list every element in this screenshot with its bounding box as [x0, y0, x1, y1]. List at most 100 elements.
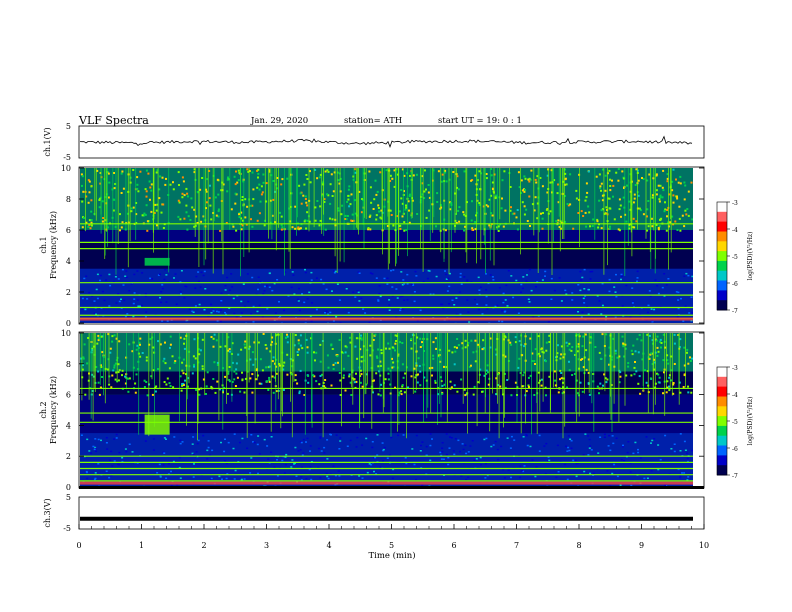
spectrogram-pixel: [347, 188, 350, 191]
spectrogram-pixel: [181, 176, 184, 179]
spectrogram-pixel: [201, 365, 204, 368]
spectrogram-pixel: [227, 441, 230, 444]
colorbar-segment: [717, 465, 727, 476]
spectrogram-pixel: [84, 393, 87, 396]
spectrogram-pixel: [565, 293, 568, 295]
spectrogram-pixel: [224, 375, 227, 378]
spectrogram-pixel: [237, 169, 240, 172]
spectrogram-pixel: [502, 301, 505, 304]
spectrogram-pixel: [251, 373, 254, 376]
spectrogram-pixel: [320, 373, 323, 376]
spectrogram-pixel: [398, 392, 401, 394]
spectrogram-pixel: [352, 291, 355, 293]
spectrogram-pixel: [641, 358, 644, 361]
spectrogram-pixel: [549, 181, 552, 184]
spectrogram-pixel: [238, 213, 240, 216]
spectrogram-pixel: [385, 347, 387, 350]
spectrogram-pixel: [163, 452, 166, 454]
spectrogram-pixel: [326, 169, 329, 172]
spectrogram-pixel: [378, 285, 381, 287]
spectrogram-pixel: [375, 218, 378, 221]
spectrogram-pixel: [635, 220, 638, 223]
spectrogram-pixel: [592, 472, 595, 475]
spectrogram-pixel: [273, 376, 276, 379]
spectrogram-pixel: [419, 309, 422, 312]
spectrogram-pixel: [195, 388, 198, 391]
spectrogram-pixel: [410, 283, 413, 286]
spectrogram-pixel: [357, 271, 360, 273]
spectrogram-pixel: [473, 459, 476, 461]
spectrogram-pixel: [309, 445, 312, 447]
spectrogram-pixel: [381, 442, 384, 444]
spectrogram-pixel: [677, 307, 680, 310]
spectrogram-pixel: [136, 299, 139, 301]
spectrogram-pixel: [562, 377, 565, 380]
spectrogram-pixel: [233, 175, 236, 178]
spectrogram-pixel: [662, 359, 665, 362]
spectrogram-pixel: [330, 173, 333, 176]
spectrogram-pixel: [540, 384, 543, 387]
spectrogram-pixel: [429, 293, 432, 295]
spectrogram-pixel: [251, 225, 254, 228]
spectrogram-pixel: [619, 484, 622, 486]
spectrogram-pixel: [91, 347, 94, 350]
spectrogram-pixel: [286, 335, 289, 338]
colorbar-segment: [717, 435, 727, 446]
spectrogram-pixel: [609, 178, 611, 181]
spectrogram-pixel: [234, 385, 237, 387]
spectrogram-pixel: [494, 197, 497, 200]
spectrogram-pixel: [516, 209, 519, 211]
spectrogram-pixel: [548, 375, 551, 378]
spectrogram-pixel: [241, 371, 243, 374]
spectrogram-pixel: [413, 300, 416, 303]
spectrogram-pixel: [400, 271, 403, 273]
spectrogram-pixel: [341, 204, 344, 207]
spectrogram-pixel: [516, 228, 519, 231]
spectrogram-pixel: [674, 220, 677, 223]
spectrogram-pixel: [618, 381, 621, 384]
spectrogram-pixel: [135, 202, 138, 204]
spectrogram-pixel: [199, 286, 202, 288]
spectrogram-pixel: [206, 458, 209, 460]
spectrogram-pixel: [419, 337, 422, 340]
spectrogram-pixel: [684, 209, 687, 212]
spectrogram-pixel: [108, 476, 111, 479]
spectrogram-pixel: [329, 183, 332, 186]
spectrogram-pixel: [463, 170, 466, 173]
spectrogram-pixel: [427, 191, 430, 194]
spectrogram-pixel: [667, 225, 670, 228]
spectrogram-pixel: [401, 202, 404, 205]
spectrogram-pixel: [486, 308, 489, 310]
spectrogram-pixel: [95, 366, 98, 368]
spectrogram-pixel: [439, 360, 442, 363]
spectrogram-pixel: [268, 365, 271, 368]
spectrogram-pixel: [521, 469, 524, 472]
spectrogram-pixel: [168, 382, 171, 385]
spectrogram-pixel: [478, 170, 481, 173]
spectrogram-pixel: [185, 204, 188, 207]
spectrogram-pixel: [639, 392, 642, 395]
spectrogram-pixel: [182, 180, 185, 183]
spectrogram-pixel: [474, 298, 476, 301]
spectrogram-pixel: [268, 376, 271, 379]
spectrogram-pixel: [228, 379, 231, 381]
spectrogram-pixel: [217, 210, 220, 213]
spectrogram-pixel: [165, 301, 168, 303]
spectrogram-pixel: [604, 174, 607, 177]
spectrogram-pixel: [118, 451, 121, 454]
spectrogram-pixel: [677, 291, 680, 294]
spectrogram-pixel: [156, 224, 158, 227]
spectrogram-pixel: [342, 374, 345, 377]
spectrogram-pixel: [227, 336, 230, 339]
spectrogram-pixel: [611, 472, 614, 475]
spectrogram-pixel: [485, 295, 488, 298]
spectrogram-pixel: [114, 362, 117, 365]
freq-tick-label: 10: [61, 164, 71, 173]
spectrogram-pixel: [583, 268, 586, 271]
spectrogram-pixel: [271, 375, 274, 378]
spectrogram-pixel: [304, 268, 306, 271]
spectrogram-pixel: [155, 209, 158, 212]
spectrogram-pixel: [570, 440, 573, 442]
spectrogram-pixel: [544, 386, 547, 389]
